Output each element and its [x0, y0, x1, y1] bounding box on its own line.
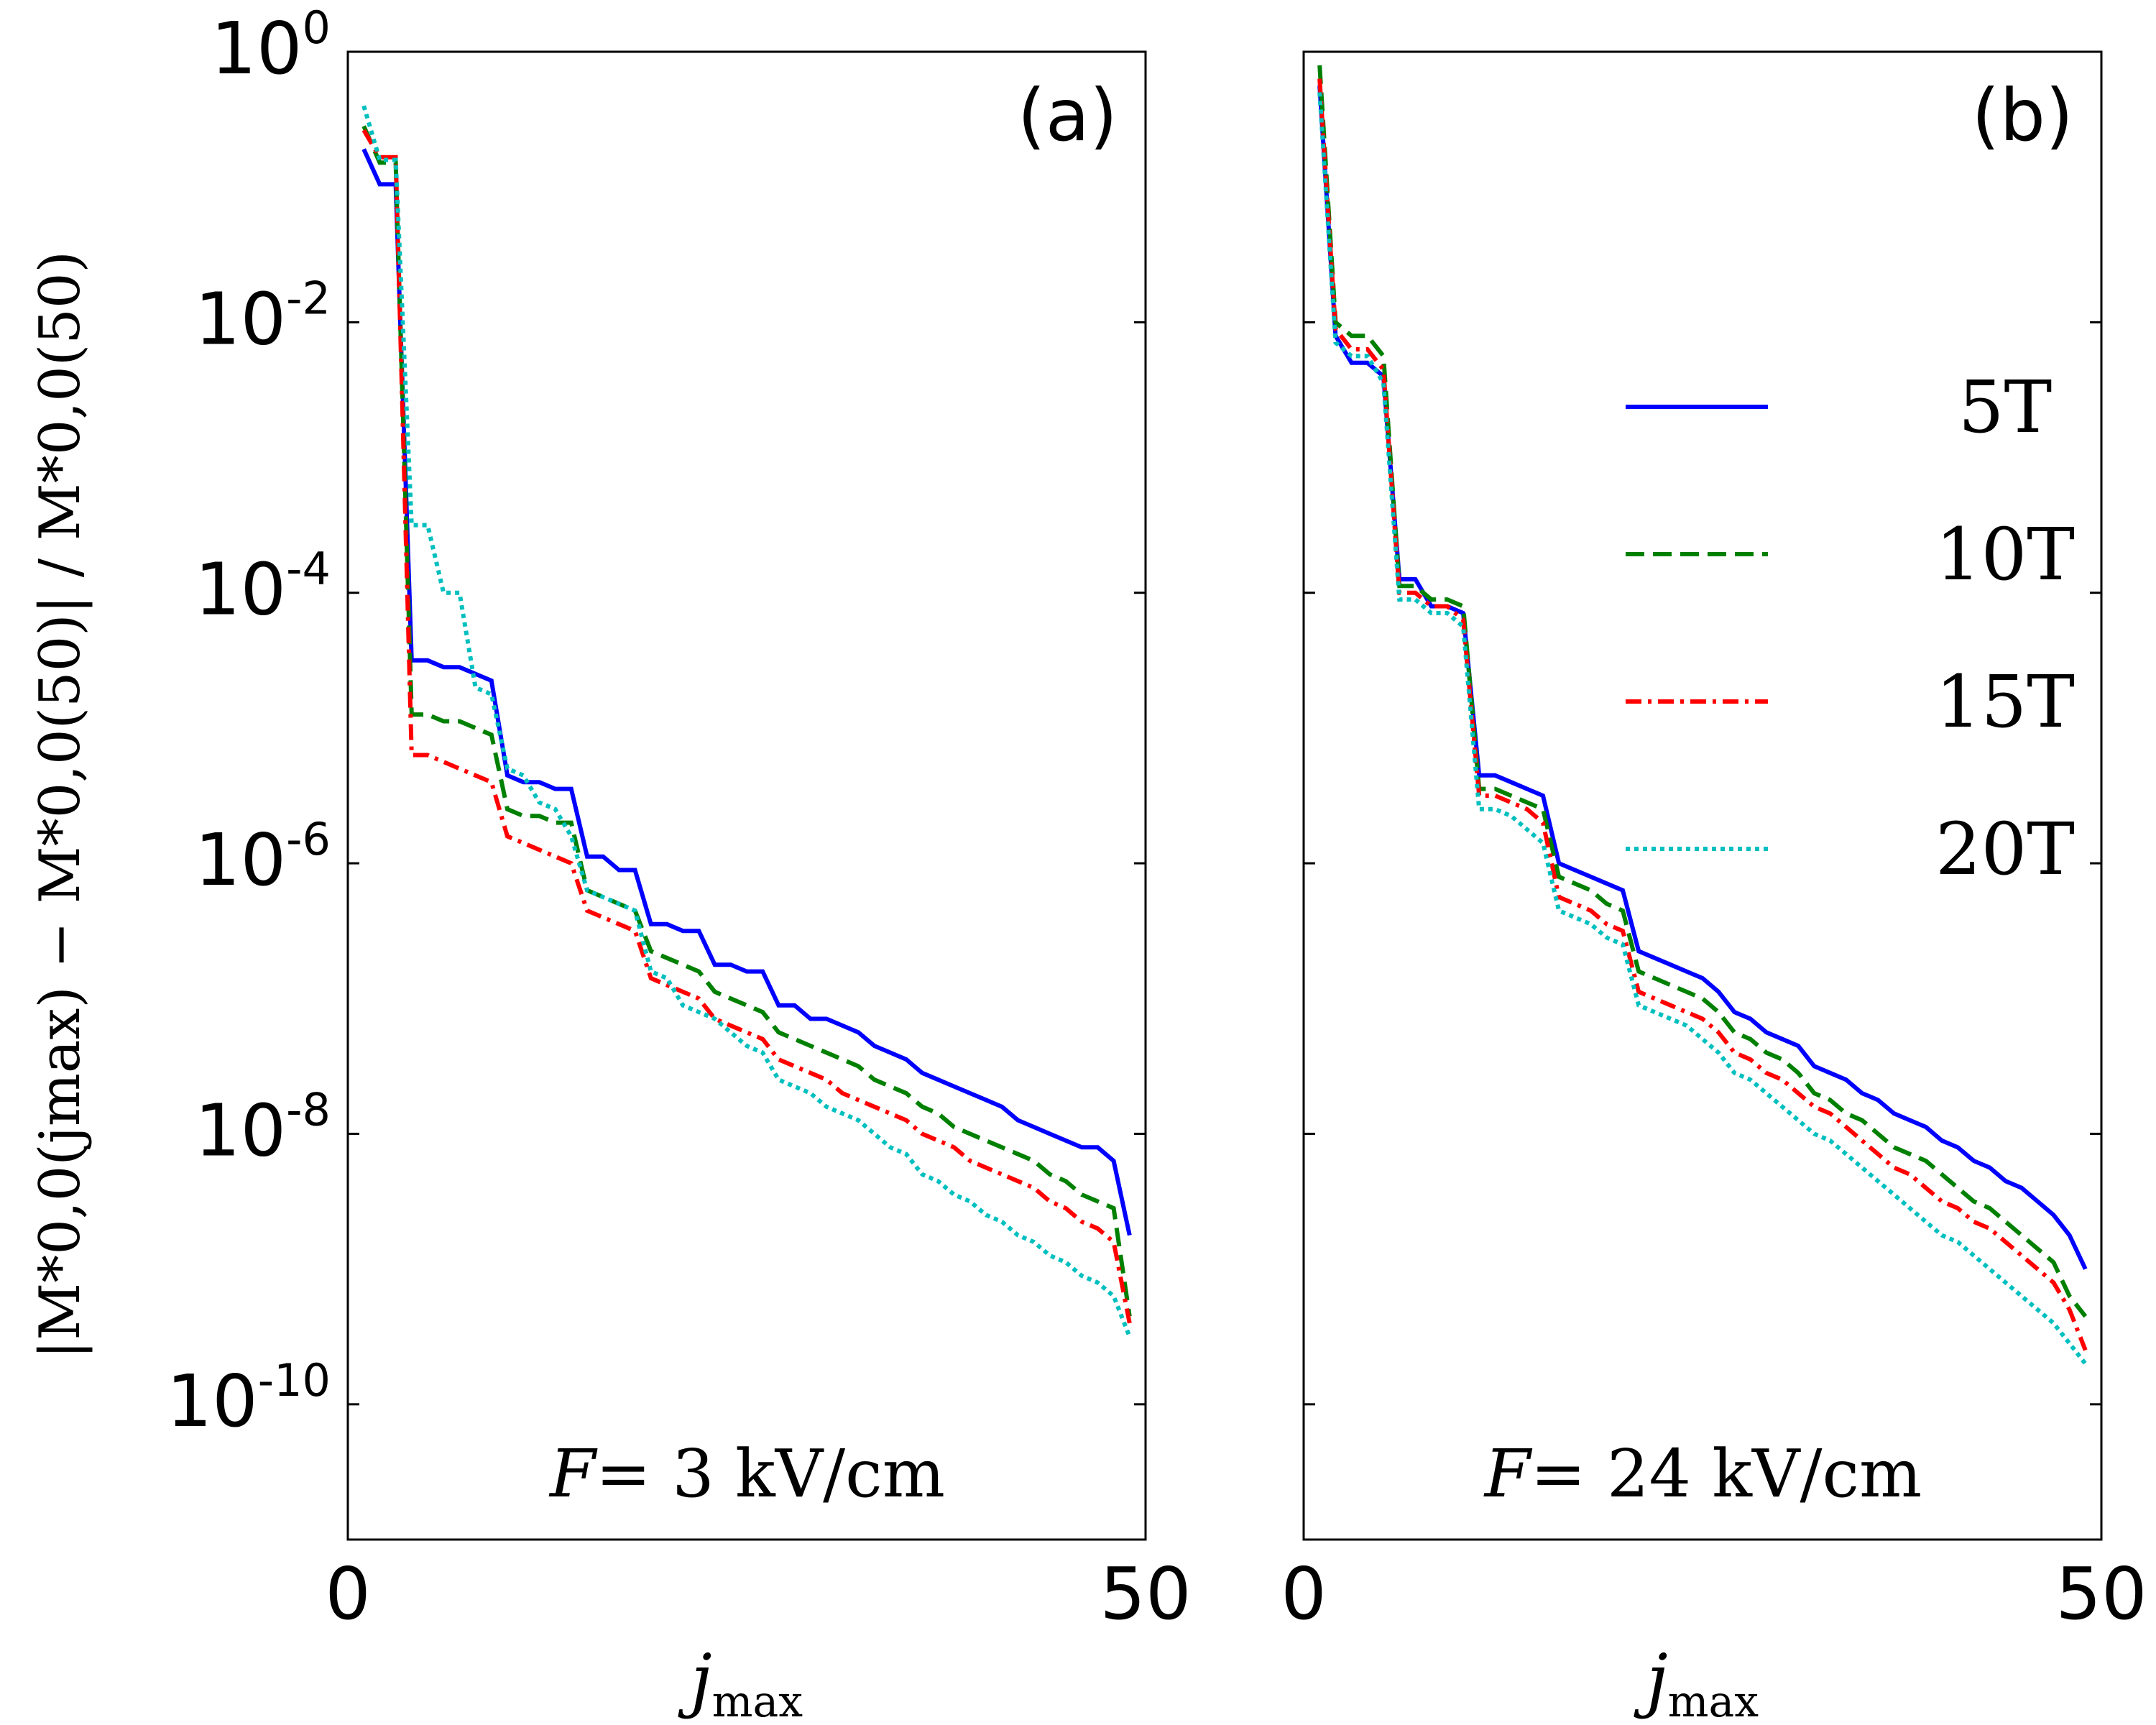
panel-a: 100 10-2 10-4 10-6 10-8 10-10 0 50 (a) F= 3 kV…: [166, 1, 1191, 1725]
y-axis-label: |M*0,0(jmax) − M*0,0(50)| / M*0,0(50): [28, 251, 93, 1359]
panel-b-frame: [1302, 50, 2103, 1541]
y-tick-label-3: 10-6: [195, 813, 331, 902]
panel-b-annotation: F= 24 kV/cm: [1483, 1435, 1922, 1512]
panel-b: 0 50 (b) F= 24 kV/cm jmax 5T 10T 15T 20T: [1281, 50, 2147, 1725]
panel-a-series: [361, 105, 1132, 1338]
legend-label-10T: 10T: [1935, 512, 2075, 597]
panel-a-frame: [346, 50, 1147, 1541]
panel-b-series: [1317, 65, 2088, 1366]
y-axis-label-text: |M*0,0(jmax) − M*0,0(50)| / M*0,0(50): [28, 251, 93, 1359]
panel-a-annotation: F= 3 kV/cm: [548, 1435, 945, 1512]
panel-a-x-tick-label-1: 50: [1100, 1552, 1191, 1636]
y-tick-label-4: 10-8: [195, 1083, 331, 1172]
panel-b-y-ticks: [1304, 50, 2101, 1406]
panel-a-series-5T: [361, 148, 1132, 1236]
panel-b-series-10T: [1317, 65, 2088, 1318]
panel-a-y-ticks: 100 10-2 10-4 10-6 10-8 10-10: [166, 1, 1146, 1443]
panel-b-x-axis-label: jmax: [1634, 1639, 1759, 1725]
panel-a-x-ticks: 0 50: [325, 52, 1192, 1636]
y-tick-label-5: 10-10: [166, 1354, 331, 1443]
y-tick-label-1: 10-2: [195, 272, 331, 361]
panel-a-x-tick-label-0: 0: [325, 1552, 371, 1636]
panel-a-x-axis-label: jmax: [678, 1639, 803, 1725]
legend-label-5T: 5T: [1958, 365, 2052, 449]
panel-b-x-tick-label-1: 50: [2055, 1552, 2147, 1636]
panel-b-x-tick-label-0: 0: [1281, 1552, 1327, 1636]
panel-b-series-15T: [1317, 78, 2088, 1351]
panel-a-series-15T: [361, 129, 1132, 1324]
y-tick-label-2: 10-4: [195, 543, 331, 632]
panel-b-x-ticks: 0 50: [1281, 52, 2147, 1636]
legend: 5T 10T 15T 20T: [1626, 365, 2075, 891]
panel-b-series-20T: [1317, 92, 2088, 1366]
panel-a-series-10T: [361, 125, 1132, 1317]
legend-label-15T: 15T: [1935, 660, 2075, 744]
legend-label-20T: 20T: [1935, 807, 2075, 891]
panel-a-label: (a): [1018, 73, 1118, 157]
panel-b-label: (b): [1971, 73, 2073, 157]
y-tick-label-0: 100: [211, 1, 331, 91]
panel-a-series-20T: [361, 105, 1132, 1338]
